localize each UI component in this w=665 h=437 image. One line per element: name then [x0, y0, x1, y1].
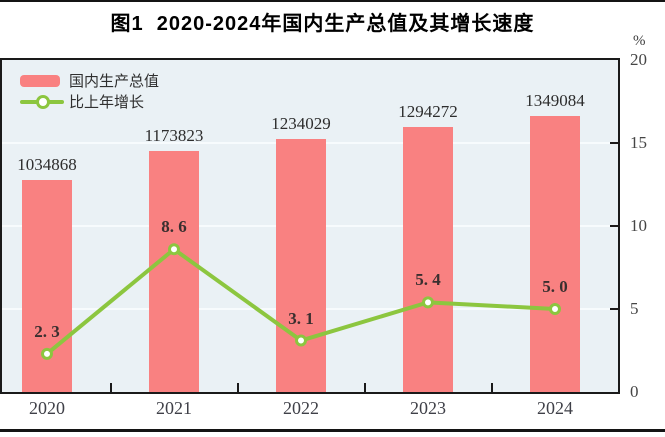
right-axis-tick-5 — [610, 308, 618, 310]
line-series-swatch-icon — [20, 94, 64, 109]
x-axis-labels: 2020 2021 2022 2023 2024 — [0, 398, 620, 424]
legend-item-growth: 比上年增长 — [20, 91, 159, 112]
growth-marker-2020 — [41, 347, 53, 360]
right-axis-label-5: 5 — [630, 299, 639, 318]
right-axis-label-0: 0 — [630, 382, 639, 401]
chart-title: 图1 2020-2024年国内生产总值及其增长速度 — [110, 13, 535, 35]
bottom-divider — [0, 429, 665, 432]
x-axis-tick — [109, 383, 112, 392]
top-divider — [0, 0, 665, 2]
growth-value-label-2022: 3. 1 — [288, 308, 314, 328]
right-axis: 0 5 10 15 20 — [622, 50, 665, 401]
legend-item-gdp: 国内生产总值 — [20, 70, 159, 91]
x-axis-label-2023: 2023 — [410, 398, 446, 418]
growth-value-label-2020: 2. 3 — [34, 321, 60, 341]
growth-marker-2022 — [295, 334, 307, 347]
legend: 国内生产总值 比上年增长 — [20, 70, 159, 112]
line-marker-icon — [36, 94, 50, 109]
growth-value-label-2023: 5. 4 — [415, 270, 441, 290]
plot-area: 国内生产总值 比上年增长 1034868 1173823 1234029 129427… — [0, 58, 620, 394]
x-axis-tick — [236, 383, 239, 392]
bar-2021 — [149, 151, 199, 392]
bar-value-label-2024: 1349084 — [525, 91, 585, 110]
x-axis-label-2022: 2022 — [283, 398, 319, 418]
bar-value-label-2023: 1294272 — [398, 102, 458, 121]
right-axis-label-15: 15 — [630, 133, 647, 152]
right-axis-label-20: 20 — [630, 50, 647, 69]
right-axis-tick-10 — [610, 225, 618, 227]
right-axis-tick-15 — [610, 142, 618, 144]
x-axis-tick — [490, 383, 493, 392]
bar-2023 — [403, 127, 453, 392]
x-axis-tick — [363, 383, 366, 392]
growth-marker-2024 — [549, 303, 561, 315]
bar-value-label-2021: 1173823 — [144, 126, 204, 145]
legend-label-growth: 比上年增长 — [69, 94, 145, 111]
bar-value-label-2022: 1234029 — [271, 114, 331, 133]
legend-label-gdp: 国内生产总值 — [69, 73, 160, 90]
bar-2022 — [276, 139, 326, 392]
growth-marker-2021 — [168, 243, 180, 256]
right-axis-unit-label: % — [633, 33, 646, 49]
x-axis-label-2020: 2020 — [29, 398, 65, 418]
right-axis-label-10: 10 — [630, 216, 647, 235]
bar-2024 — [530, 116, 580, 392]
x-axis-label-2021: 2021 — [156, 398, 192, 418]
growth-value-label-2021: 8. 6 — [161, 217, 187, 237]
growth-line-layer — [41, 243, 561, 360]
growth-value-label-2024: 5. 0 — [542, 277, 568, 296]
bar-series-swatch-icon — [20, 74, 60, 87]
x-axis-label-2024: 2024 — [537, 398, 573, 418]
growth-marker-2023 — [422, 296, 434, 309]
bar-value-label-2020: 1034868 — [17, 155, 77, 174]
